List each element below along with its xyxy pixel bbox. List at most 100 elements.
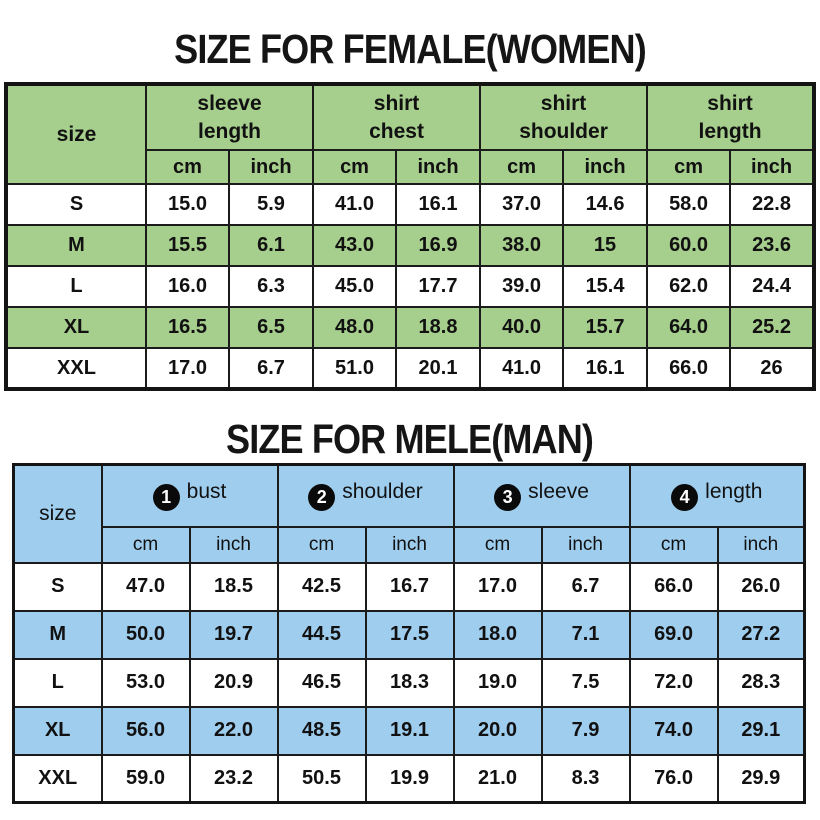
female-row-s: S 15.0 5.9 41.0 16.1 37.0 14.6 58.0 22.8 <box>5 183 816 226</box>
header-label: shoulder <box>342 480 423 504</box>
value-cell: 37.0 <box>479 183 565 226</box>
value-cell: 25.2 <box>729 306 816 349</box>
value-cell: 16.1 <box>395 183 482 226</box>
female-row-xxl: XXL 17.0 6.7 51.0 20.1 41.0 16.1 66.0 26 <box>5 347 816 390</box>
value-cell: 19.7 <box>188 609 279 660</box>
value-cell: 40.0 <box>479 306 565 349</box>
value-cell: 50.5 <box>276 753 367 804</box>
value-cell: 50.0 <box>100 609 191 660</box>
female-header-sleeve-length: sleeve length <box>144 83 315 151</box>
size-cell: XL <box>12 705 103 756</box>
size-cell: L <box>5 265 147 308</box>
size-cell: XXL <box>5 347 147 390</box>
female-header-group-row: size sleeve length shirt chest shirt sho… <box>5 83 816 185</box>
value-cell: 16.7 <box>364 561 455 612</box>
value-cell: 27.2 <box>716 609 806 660</box>
header-line: shoulder <box>519 119 608 143</box>
value-cell: 74.0 <box>628 705 719 756</box>
female-header-shirt-shoulder: shirt shoulder <box>479 83 649 151</box>
value-cell: 58.0 <box>646 183 732 226</box>
value-cell: 7.5 <box>540 657 631 708</box>
value-cell: 19.1 <box>364 705 455 756</box>
value-cell: 15.4 <box>562 265 649 308</box>
value-cell: 18.8 <box>395 306 482 349</box>
unit-cell: cm <box>312 149 398 185</box>
value-cell: 23.6 <box>729 224 816 267</box>
value-cell: 60.0 <box>646 224 732 267</box>
value-cell: 17.0 <box>145 347 230 390</box>
female-units-row: cm inch cm inch cm inch cm inch <box>6 149 816 185</box>
value-cell: 48.0 <box>312 306 398 349</box>
value-cell: 29.1 <box>716 705 806 756</box>
male-row-s: S 47.0 18.5 42.5 16.7 17.0 6.7 66.0 26.0 <box>12 561 806 612</box>
value-cell: 17.5 <box>364 609 455 660</box>
value-cell: 64.0 <box>646 306 732 349</box>
header-label: sleeve <box>528 480 589 504</box>
value-cell: 19.0 <box>452 657 543 708</box>
header-line: length <box>698 119 762 143</box>
female-row-l: L 16.0 6.3 45.0 17.7 39.0 15.4 62.0 24.4 <box>5 265 816 308</box>
value-cell: 28.3 <box>716 657 806 708</box>
unit-cell: cm <box>479 149 565 185</box>
value-cell: 7.1 <box>540 609 631 660</box>
male-table-title: SIZE FOR MELE(MAN) <box>0 416 820 463</box>
header-line: shirt <box>373 91 420 115</box>
value-cell: 42.5 <box>276 561 367 612</box>
size-cell: S <box>12 561 103 612</box>
value-cell: 69.0 <box>628 609 719 660</box>
male-table-title-text: SIZE FOR MELE(MAN) <box>226 416 595 462</box>
value-cell: 16.1 <box>562 347 649 390</box>
value-cell: 26.0 <box>716 561 806 612</box>
value-cell: 38.0 <box>479 224 565 267</box>
female-header-shirt-length: shirt length <box>646 83 816 151</box>
size-cell: S <box>5 183 147 226</box>
value-cell: 18.5 <box>188 561 279 612</box>
value-cell: 48.5 <box>276 705 367 756</box>
unit-cell: cm <box>646 149 732 185</box>
value-cell: 6.1 <box>227 224 315 267</box>
male-header-group-row: size 1 bust 2 shoulder 3 sleeve 4 length <box>12 463 806 564</box>
unit-cell: cm <box>628 525 719 564</box>
value-cell: 45.0 <box>312 265 398 308</box>
male-size-column-header: size <box>12 463 103 564</box>
value-cell: 23.2 <box>188 753 279 804</box>
value-cell: 6.7 <box>540 561 631 612</box>
value-cell: 41.0 <box>312 183 398 226</box>
value-cell: 18.0 <box>452 609 543 660</box>
circled-number-4-icon: 4 <box>671 484 699 512</box>
header-label: bust <box>186 480 227 504</box>
circled-number-2-icon: 2 <box>308 484 336 512</box>
value-cell: 16.0 <box>145 265 230 308</box>
value-cell: 7.9 <box>540 705 631 756</box>
value-cell: 26 <box>729 347 816 390</box>
female-table-title-text: SIZE FOR FEMALE(WOMEN) <box>174 26 647 72</box>
value-cell: 18.3 <box>364 657 455 708</box>
header-label: length <box>705 480 763 504</box>
unit-cell: cm <box>145 149 230 185</box>
value-cell: 6.7 <box>227 347 315 390</box>
circled-number-1-icon: 1 <box>152 484 180 512</box>
unit-cell: inch <box>364 525 455 564</box>
unit-cell: inch <box>729 149 816 185</box>
circled-number-3-icon: 3 <box>494 484 522 512</box>
value-cell: 15.7 <box>562 306 649 349</box>
male-header-bust: 1 bust <box>100 463 279 528</box>
unit-cell: inch <box>188 525 279 564</box>
female-table-title: SIZE FOR FEMALE(WOMEN) <box>0 26 820 73</box>
male-row-xxl: XXL 59.0 23.2 50.5 19.9 21.0 8.3 76.0 29… <box>12 753 806 804</box>
value-cell: 6.3 <box>227 265 315 308</box>
value-cell: 19.9 <box>364 753 455 804</box>
value-cell: 22.0 <box>188 705 279 756</box>
value-cell: 20.0 <box>452 705 543 756</box>
value-cell: 66.0 <box>628 561 719 612</box>
value-cell: 72.0 <box>628 657 719 708</box>
unit-cell: cm <box>276 525 367 564</box>
value-cell: 29.9 <box>716 753 806 804</box>
male-units-row: cm inch cm inch cm inch cm inch <box>14 525 806 564</box>
value-cell: 21.0 <box>452 753 543 804</box>
value-cell: 17.7 <box>395 265 482 308</box>
header-line: shirt <box>540 91 587 115</box>
unit-cell: inch <box>395 149 482 185</box>
value-cell: 5.9 <box>227 183 315 226</box>
